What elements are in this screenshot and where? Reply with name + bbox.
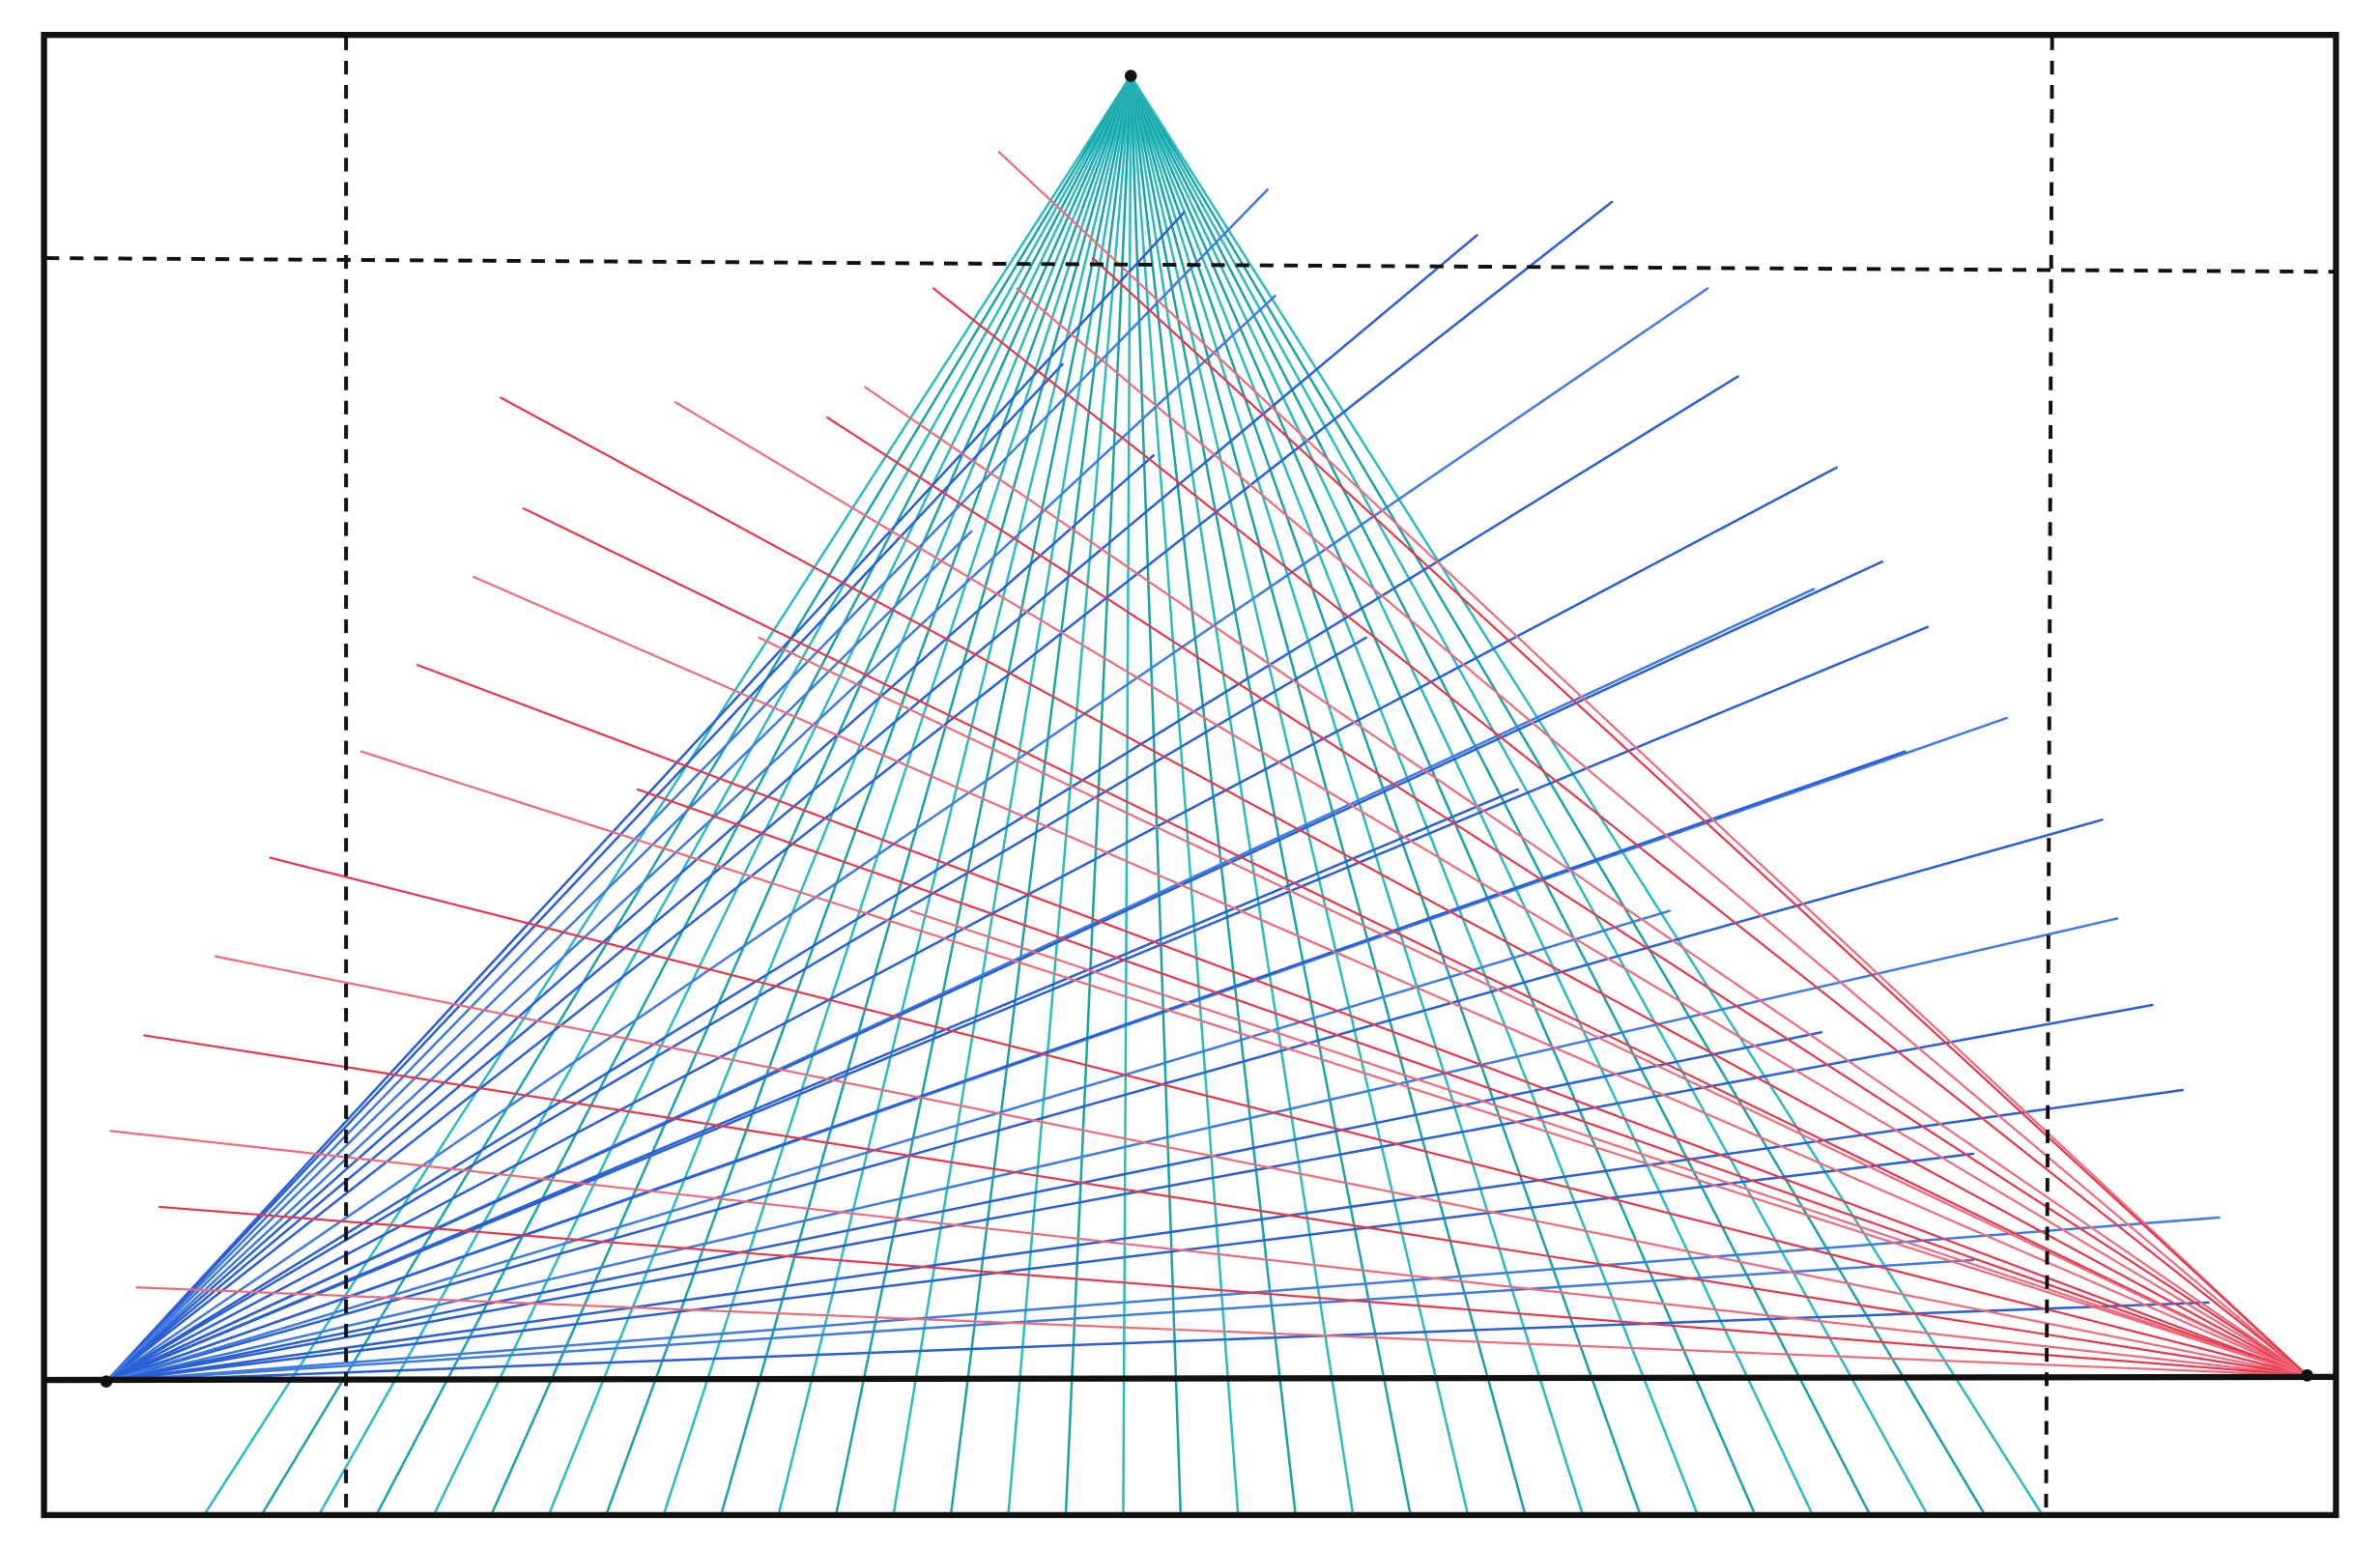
teal-line xyxy=(1129,74,1756,1515)
red-line xyxy=(109,1130,2308,1377)
vanishing-point-left xyxy=(100,1375,113,1388)
teal-line xyxy=(1129,74,1986,1515)
blue-line xyxy=(104,1031,1823,1383)
teal-line xyxy=(261,74,1133,1515)
red-line xyxy=(135,1286,2308,1377)
red-line xyxy=(416,664,2308,1377)
blue-line xyxy=(104,1003,2154,1383)
teal-line xyxy=(835,74,1133,1515)
frame xyxy=(41,31,2339,1519)
blue-line xyxy=(104,200,1614,1383)
blue-line xyxy=(104,362,1064,1383)
blue-line xyxy=(104,1152,1975,1383)
red-line xyxy=(214,955,2308,1377)
red-line xyxy=(522,507,2308,1377)
horizon-line xyxy=(45,1373,2337,1384)
red-line xyxy=(825,416,2308,1377)
guide-top xyxy=(45,256,2335,274)
blue-line xyxy=(104,636,1367,1383)
red-line xyxy=(143,1034,2308,1377)
red-line xyxy=(472,575,2308,1377)
teal-line xyxy=(1129,74,1412,1515)
blue-line xyxy=(104,1088,2185,1383)
red-line xyxy=(636,788,2308,1377)
red-line xyxy=(758,636,2308,1377)
teal-line xyxy=(548,74,1133,1515)
red-line xyxy=(500,396,2308,1377)
top-vanishing-lines xyxy=(203,74,2043,1515)
blue-line xyxy=(104,625,1930,1383)
guide-right xyxy=(2044,36,2054,1514)
teal-line xyxy=(1007,74,1133,1515)
blue-line xyxy=(104,909,1672,1383)
red-line xyxy=(997,151,2308,1377)
teal-line xyxy=(662,74,1133,1515)
vanishing-point-right xyxy=(2301,1369,2313,1382)
teal-line xyxy=(1129,74,1240,1515)
red-line xyxy=(932,287,2308,1377)
red-line xyxy=(909,909,2308,1377)
teal-line xyxy=(777,74,1133,1515)
red-line xyxy=(674,401,2308,1377)
teal-line xyxy=(1129,74,1183,1515)
teal-line xyxy=(203,74,1133,1515)
teal-line xyxy=(892,74,1133,1515)
teal-line xyxy=(1129,74,1929,1515)
blue-line xyxy=(104,1216,2221,1383)
right-vanishing-lines xyxy=(109,151,2308,1377)
red-line xyxy=(864,386,2308,1377)
blue-line xyxy=(104,188,1269,1383)
teal-line xyxy=(1129,74,1297,1515)
teal-line xyxy=(1129,74,2043,1515)
red-line xyxy=(359,750,2308,1377)
blue-line xyxy=(104,750,1907,1383)
left-vanishing-lines xyxy=(104,188,2221,1383)
blue-line xyxy=(104,466,1838,1383)
teal-line xyxy=(490,74,1133,1515)
red-line xyxy=(158,1205,2308,1377)
teal-line xyxy=(1122,74,1133,1515)
red-line xyxy=(269,856,2308,1377)
blue-line xyxy=(104,1258,1975,1383)
teal-line xyxy=(433,74,1133,1515)
red-line xyxy=(1091,256,2308,1377)
teal-line xyxy=(1129,74,1814,1515)
blue-line xyxy=(104,530,973,1383)
blue-line xyxy=(104,917,2119,1383)
teal-line xyxy=(1129,74,1642,1515)
blue-line xyxy=(104,234,1478,1383)
teal-line xyxy=(1129,74,1527,1515)
teal-line xyxy=(1129,74,1699,1515)
teal-line xyxy=(375,74,1133,1515)
blue-line xyxy=(104,818,2104,1383)
teal-line xyxy=(720,74,1133,1515)
blue-line xyxy=(104,295,1276,1383)
blue-line xyxy=(104,454,1156,1383)
teal-line xyxy=(1129,74,1355,1515)
blue-line xyxy=(104,211,1186,1383)
teal-line xyxy=(1129,74,1470,1515)
blue-line xyxy=(104,287,1709,1383)
blue-line xyxy=(104,1301,2210,1383)
vanishing-point-top xyxy=(1124,70,1137,82)
blue-line xyxy=(104,560,1884,1383)
teal-line xyxy=(318,74,1133,1515)
blue-line xyxy=(104,375,1739,1383)
red-line xyxy=(1016,287,2308,1377)
